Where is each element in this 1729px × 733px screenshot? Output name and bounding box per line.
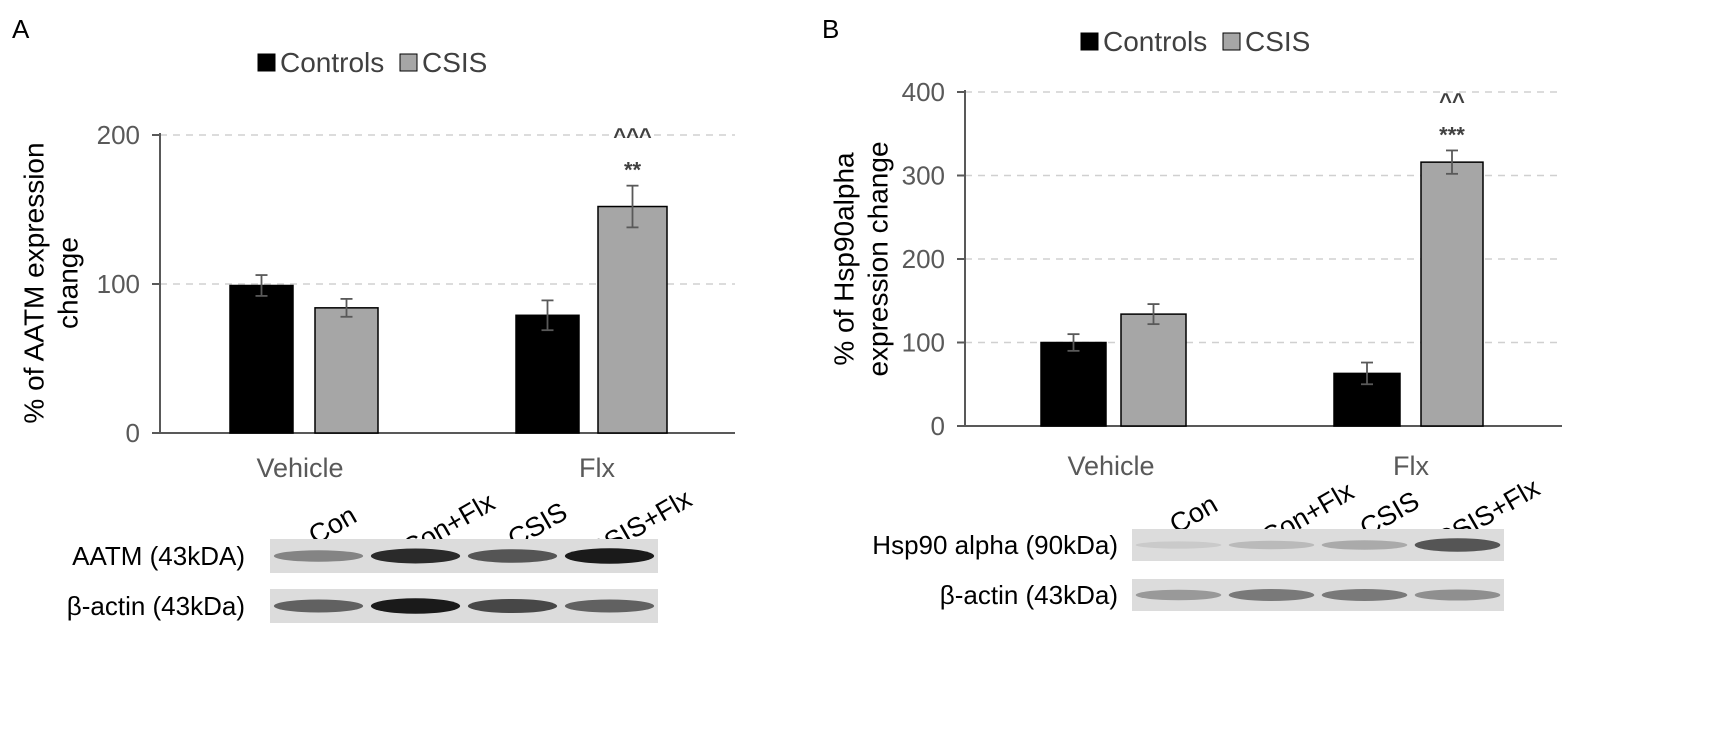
y-tick-label: 300: [902, 161, 945, 191]
blot-band: [564, 599, 655, 613]
y-tick-label: 0: [126, 418, 140, 448]
error-bar: [626, 184, 639, 229]
blot-band: [273, 550, 364, 562]
y-tick-label: 200: [902, 244, 945, 274]
error-bar: [1446, 149, 1458, 175]
legend-swatch: [399, 53, 418, 72]
bar-csis-vehicle: [314, 307, 379, 434]
legend-label: CSIS: [422, 47, 487, 78]
y-axis-label: % of Hsp90alpha: [828, 152, 859, 366]
panel-label: A: [12, 14, 30, 44]
legend: Controls CSIS: [257, 47, 487, 78]
blot-band: [370, 548, 461, 564]
error-bar: [255, 274, 268, 297]
legend-label: Controls: [280, 47, 384, 78]
legend-label: CSIS: [1245, 26, 1310, 57]
chart-panel-b: B Controls CSIS 0 100 200 300 400 % of Hsp90alph…: [822, 14, 1562, 481]
blot-band: [1228, 589, 1315, 601]
bar-csis-vehicle: [1120, 313, 1187, 427]
legend: Controls CSIS: [1080, 26, 1310, 57]
y-axis-label: % of AATM expression: [18, 142, 49, 423]
blot-band: [467, 549, 558, 563]
x-category-label: Flx: [1393, 451, 1429, 481]
blot-band: [1321, 589, 1408, 601]
legend-swatch: [1080, 32, 1099, 51]
bar-controls-flx: [515, 314, 580, 434]
significance-marker: **: [624, 158, 642, 183]
blot-row-label: β-actin (43kDa): [940, 580, 1118, 610]
legend-swatch: [257, 53, 276, 72]
x-category-label: Vehicle: [256, 453, 343, 483]
blot-band: [1414, 589, 1501, 601]
error-bar: [541, 299, 554, 332]
blot-band: [1135, 541, 1222, 549]
y-axis-label: change: [52, 237, 83, 329]
bar-controls-vehicle: [229, 284, 294, 434]
y-tick-label: 100: [902, 328, 945, 358]
panel-label: B: [822, 14, 839, 44]
blot-row-label: β-actin (43kDa): [67, 591, 245, 621]
blot-band: [467, 599, 558, 613]
error-bar: [1361, 361, 1373, 386]
y-axis-label: expression change: [862, 141, 893, 376]
y-tick-label: 400: [902, 77, 945, 107]
significance-marker: ^^^: [613, 124, 652, 149]
error-bar: [340, 297, 353, 318]
bar-csis-flx: [597, 205, 668, 434]
legend-swatch: [1222, 32, 1241, 51]
significance-marker: ^^: [1439, 88, 1465, 113]
bar-csis-flx: [1420, 161, 1484, 427]
blot-band: [370, 598, 461, 614]
blot-band: [1135, 589, 1222, 601]
blot-band: [273, 599, 364, 613]
y-tick-label: 200: [97, 120, 140, 150]
significance-marker: ***: [1439, 122, 1465, 147]
error-bar: [1067, 333, 1080, 352]
y-tick-label: 0: [931, 411, 945, 441]
y-tick-label: 100: [97, 269, 140, 299]
x-category-label: Vehicle: [1067, 451, 1154, 481]
blot-row-label: Hsp90 alpha (90kDa): [872, 530, 1118, 560]
bar-controls-vehicle: [1040, 341, 1107, 427]
blot-band: [1414, 538, 1501, 552]
legend-label: Controls: [1103, 26, 1207, 57]
x-category-label: Flx: [579, 453, 615, 483]
blot-band: [1228, 540, 1315, 550]
blot-row-label: AATM (43kDA): [72, 541, 245, 571]
blot-band: [564, 548, 655, 564]
blot-band: [1321, 540, 1408, 550]
chart-panel-a: A Controls CSIS 0 100 200 % of AATM expression…: [12, 14, 735, 483]
error-bar: [1147, 303, 1160, 326]
